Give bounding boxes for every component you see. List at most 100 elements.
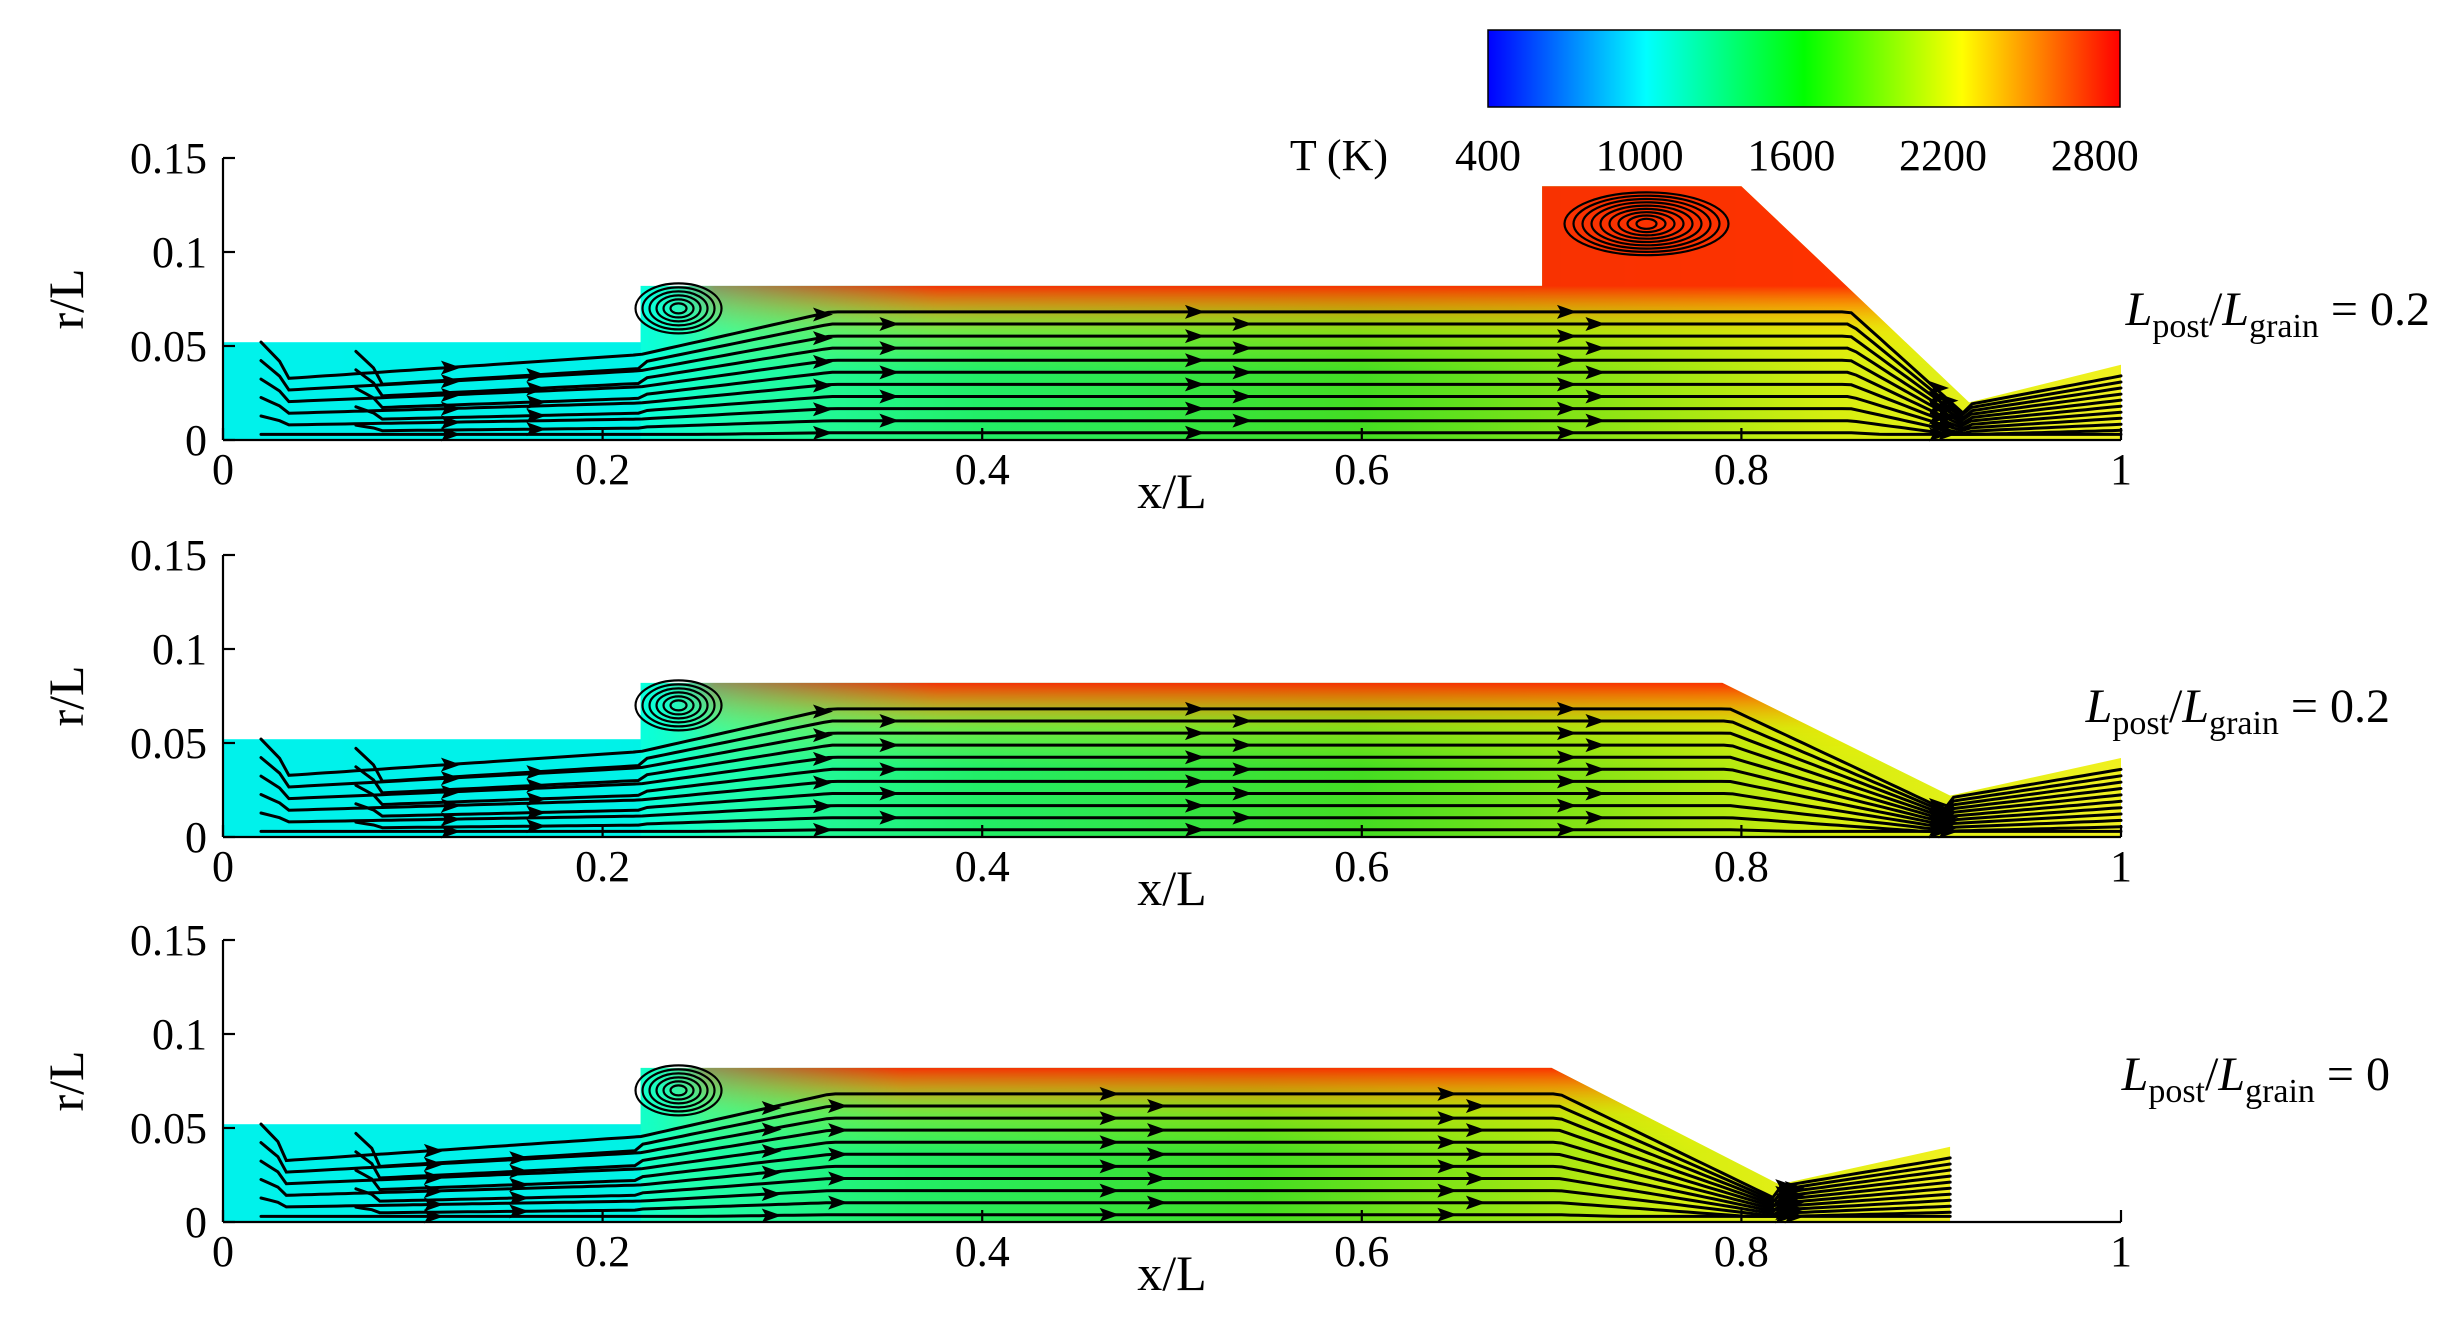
x-tick-label: 0.8: [1714, 445, 1769, 494]
recirculation-zone: [634, 191, 1730, 335]
colorbar-tick-label: 1600: [1747, 131, 1835, 180]
colorbar: T (K) 400 1000 1600 2200 2800: [1290, 29, 2139, 180]
colorbar-title: T (K): [1290, 131, 1388, 180]
streamline-arrow: [1465, 1147, 1486, 1162]
streamline-arrow: [1184, 377, 1205, 392]
streamline-arrow: [1928, 797, 1949, 812]
streamline-arrow: [509, 1151, 530, 1166]
y-axis-title: r/L: [38, 1050, 94, 1111]
streamline-arrow: [1556, 304, 1577, 319]
panel-2: 0 0.2 0.4 0.6 0.8 1 0 0.05 0.1 0.15 x/L r/L Lpost/Lg…: [38, 531, 2390, 916]
streamline-arrow: [828, 1098, 849, 1113]
recirculation-zone: [634, 679, 723, 732]
streamline-arrow: [1556, 329, 1577, 344]
y-tick-label: 0: [185, 1198, 207, 1247]
streamlines: [259, 701, 2123, 839]
streamline-arrow: [1556, 425, 1577, 440]
streamline-arrow: [879, 365, 900, 380]
y-tick-label: 0.05: [130, 322, 207, 371]
streamline-arrow: [1556, 377, 1577, 392]
streamline-arrow: [879, 713, 900, 728]
streamline-arrow: [1585, 413, 1606, 428]
streamline-arrow: [761, 1208, 782, 1223]
streamline-arrow: [526, 792, 547, 807]
streamline-arrow: [1099, 1207, 1120, 1222]
streamline-arrow: [1147, 1171, 1168, 1186]
streamline-arrow: [761, 1165, 782, 1180]
panels: 0 0.2 0.4 0.6 0.8 1 0 0.05 0.1 0.15 x/L r/L Lpost/Lg…: [38, 134, 2430, 1301]
panel-3: 0 0.2 0.4 0.6 0.8 1 0 0.05 0.1 0.15 x/L r/L Lpost/Lg…: [38, 916, 2390, 1301]
x-tick-label: 0.6: [1334, 445, 1389, 494]
streamline-arrow: [1585, 365, 1606, 380]
case-label: Lpost/Lgrain = 0.2: [2085, 680, 2390, 742]
x-tick-label: 0.6: [1334, 1227, 1389, 1276]
streamline-arrow: [812, 425, 833, 440]
streamline-arrow: [526, 381, 547, 396]
y-tick-label: 0.1: [152, 228, 207, 277]
x-axis-title: x/L: [1137, 860, 1206, 916]
streamline-arrow: [1465, 1098, 1486, 1113]
x-tick-label: 0.2: [575, 842, 630, 891]
streamlines: [259, 1086, 1952, 1224]
y-tick-label: 0.05: [130, 719, 207, 768]
y-tick-label: 0.15: [130, 531, 207, 580]
streamline-arrow: [1928, 380, 1949, 395]
streamline-arrow: [1437, 1207, 1458, 1222]
x-tick-label: 0.4: [955, 842, 1010, 891]
streamline-arrow: [526, 368, 547, 383]
streamline-arrow: [1585, 762, 1606, 777]
streamline-arrow: [761, 1144, 782, 1159]
y-tick-label: 0.15: [130, 134, 207, 183]
x-tick-label: 0.2: [575, 1227, 630, 1276]
streamline-arrow: [509, 1204, 530, 1219]
x-tick-label: 0: [212, 1227, 234, 1276]
colorbar-tick-labels: 400 1000 1600 2200 2800: [1455, 131, 2139, 180]
streamline-arrow: [828, 1123, 849, 1138]
streamline-arrow: [1232, 713, 1253, 728]
streamline-arrow: [1556, 726, 1577, 741]
streamline-arrow: [1585, 713, 1606, 728]
x-axis-title: x/L: [1137, 1245, 1206, 1301]
x-tick-label: 1: [2110, 1227, 2132, 1276]
streamline-arrow: [1556, 822, 1577, 837]
x-tick-label: 0.6: [1334, 842, 1389, 891]
recirculation-zone: [634, 1064, 723, 1117]
streamline-arrow: [1184, 304, 1205, 319]
streamline-arrow: [1232, 786, 1253, 801]
streamline-arrow: [1465, 1171, 1486, 1186]
colorbar-tick-label: 2800: [2051, 131, 2139, 180]
streamline-arrow: [1437, 1086, 1458, 1101]
colorbar-tick-label: 400: [1455, 131, 1521, 180]
streamline-arrow: [812, 751, 833, 766]
streamline-arrow: [1184, 701, 1205, 716]
streamline-arrow: [526, 422, 547, 437]
axes: 0 0.2 0.4 0.6 0.8 1 0 0.05 0.1 0.15 x/L r/L: [38, 916, 2132, 1301]
axes: 0 0.2 0.4 0.6 0.8 1 0 0.05 0.1 0.15 x/L r/L: [38, 134, 2132, 519]
streamline-arrow: [1184, 401, 1205, 416]
streamline-arrow: [1099, 1135, 1120, 1150]
x-tick-label: 1: [2110, 445, 2132, 494]
streamline-arrow: [1465, 1123, 1486, 1138]
streamline-arrow: [812, 728, 833, 743]
x-tick-label: 1: [2110, 842, 2132, 891]
streamline-arrow: [761, 1187, 782, 1202]
streamline-arrow: [879, 762, 900, 777]
streamline-arrow: [1147, 1147, 1168, 1162]
streamline-arrow: [1585, 786, 1606, 801]
streamline-arrow: [1147, 1123, 1168, 1138]
streamline-arrow: [812, 822, 833, 837]
streamline-arrow: [1437, 1183, 1458, 1198]
streamline-arrow: [1147, 1195, 1168, 1210]
streamline-arrow: [526, 778, 547, 793]
streamline-arrow: [828, 1147, 849, 1162]
streamline-arrow: [812, 704, 833, 719]
streamline-arrow: [526, 395, 547, 410]
streamline-arrow: [1184, 353, 1205, 368]
y-tick-label: 0.05: [130, 1104, 207, 1153]
streamline-arrow: [509, 1191, 530, 1206]
streamline-arrow: [1184, 822, 1205, 837]
streamline-arrow: [526, 765, 547, 780]
streamline-arrow: [879, 389, 900, 404]
streamline-arrow: [1147, 1098, 1168, 1113]
streamline-arrow: [1232, 810, 1253, 825]
